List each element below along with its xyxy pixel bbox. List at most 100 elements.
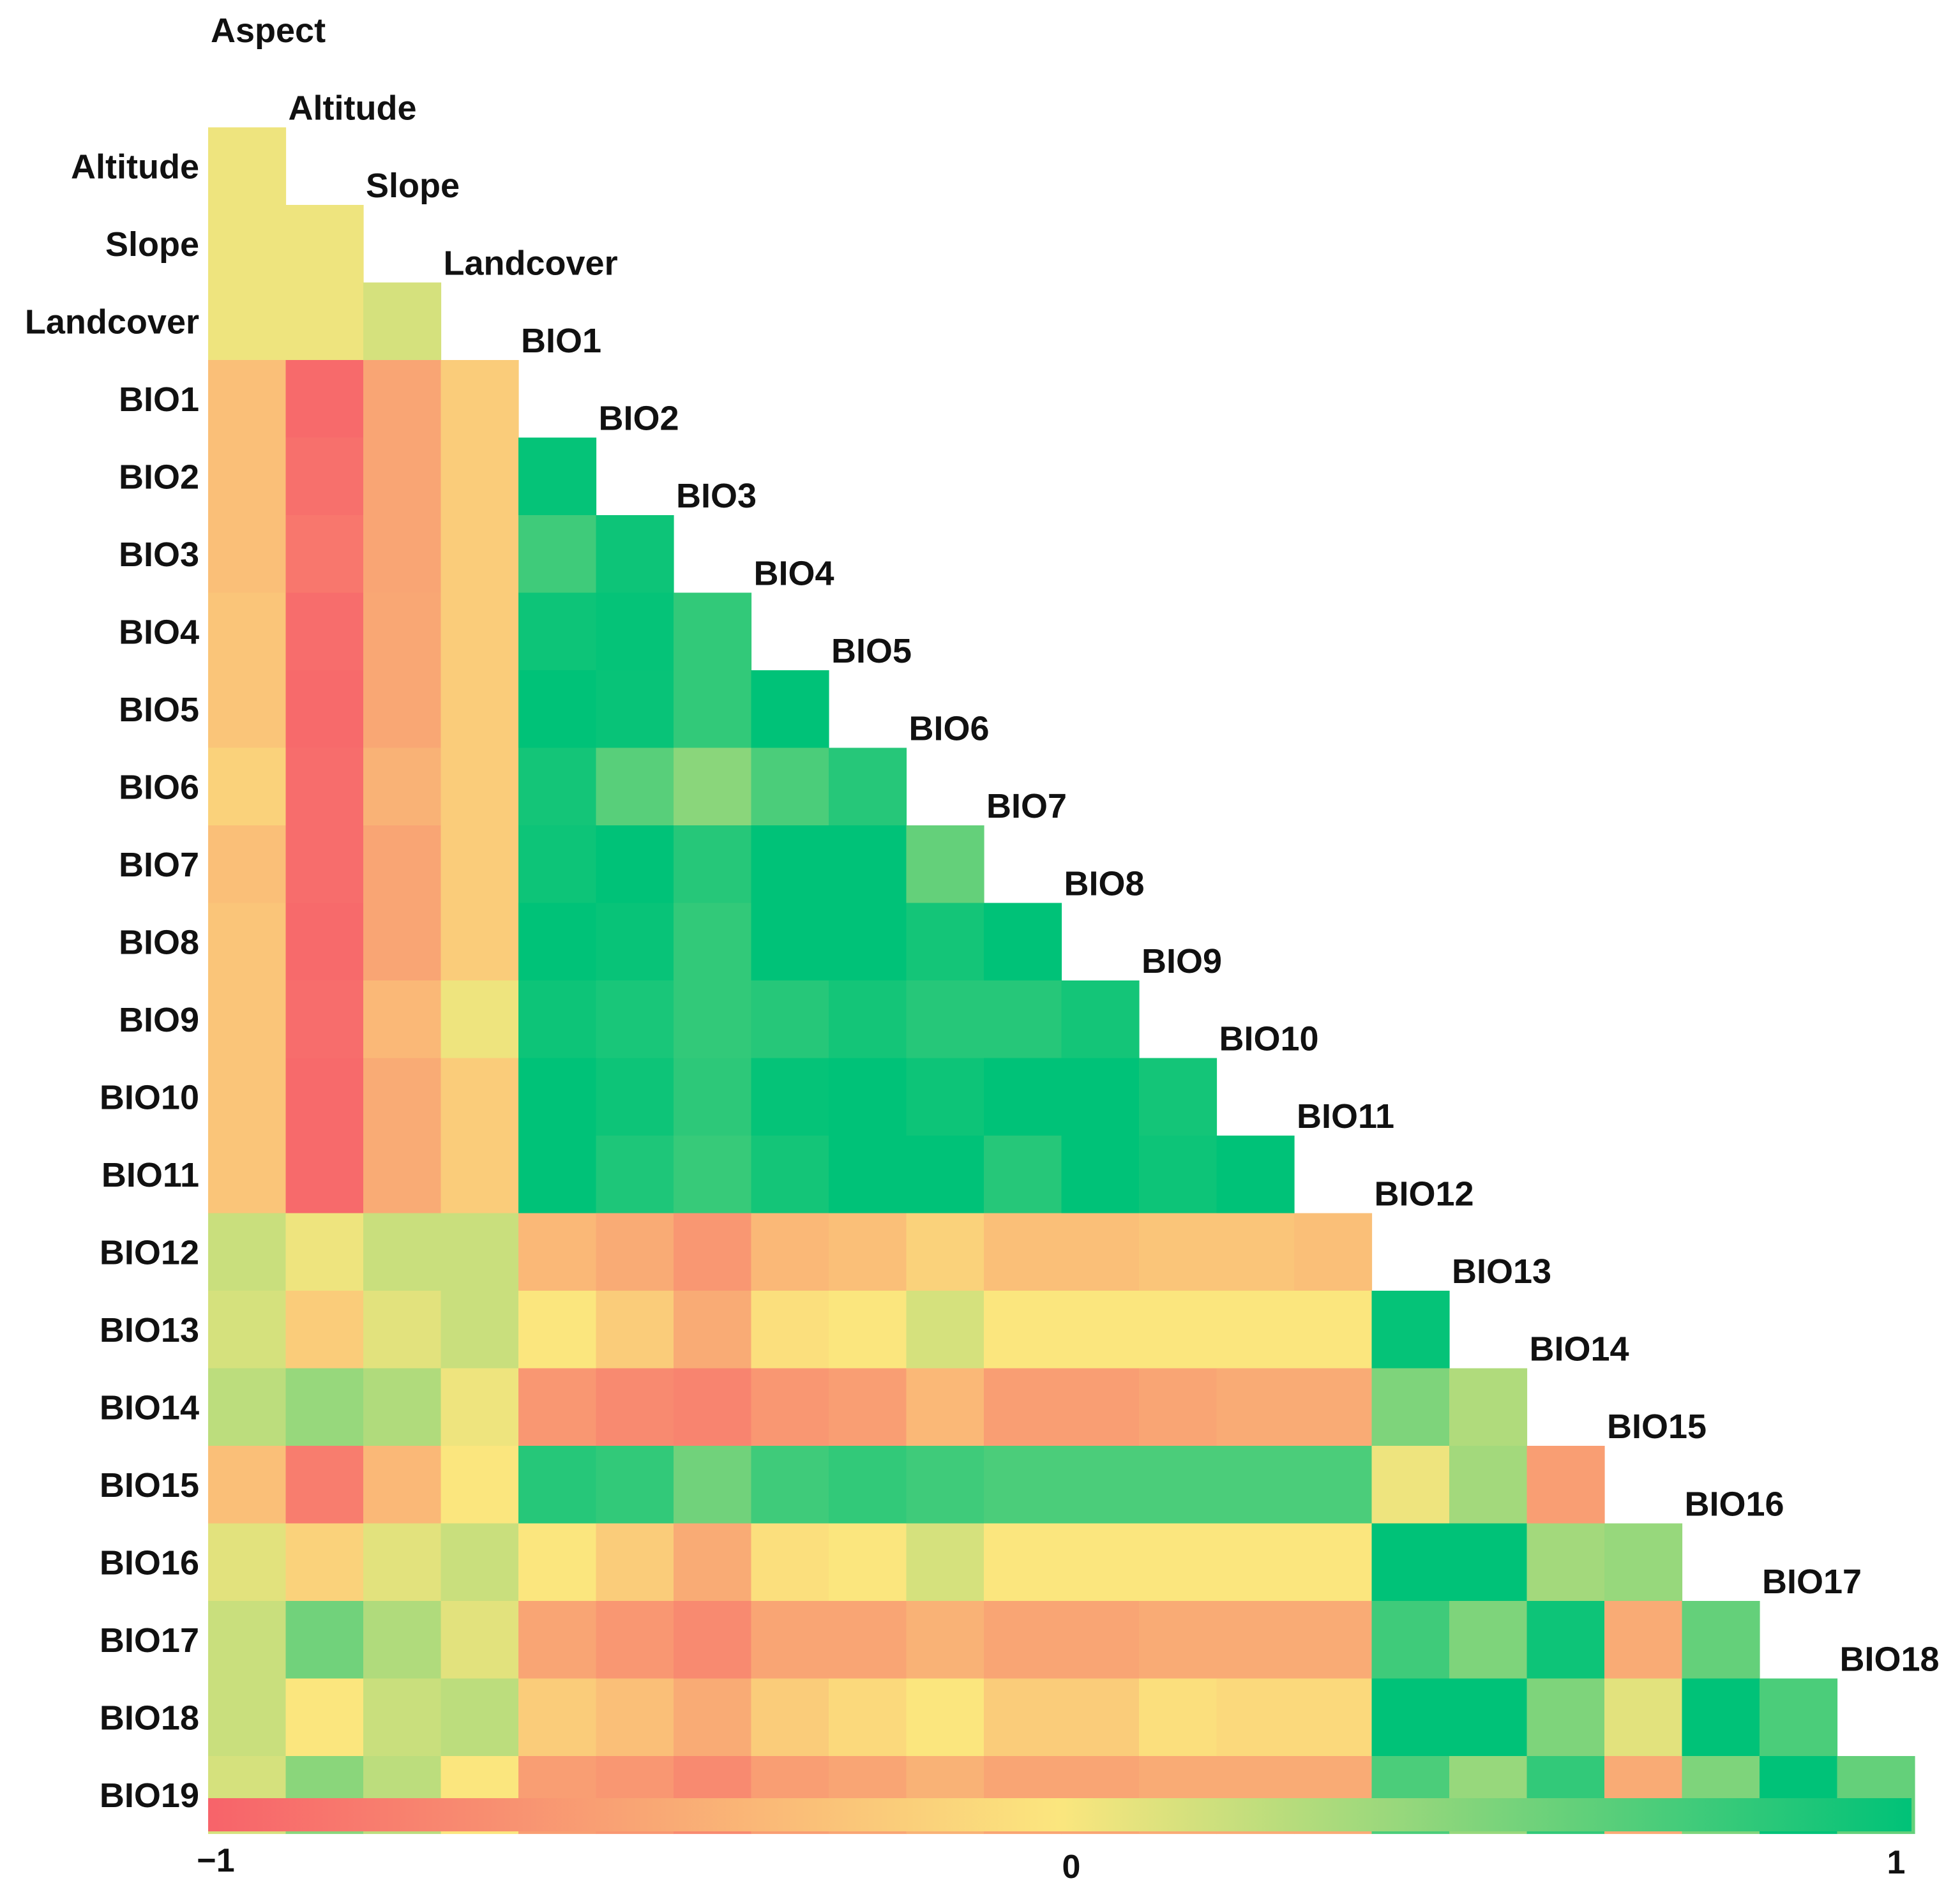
heatmap-cell-bio7-aspect [208, 825, 287, 904]
heatmap-cell-bio18-bio5 [829, 1678, 907, 1757]
diagonal-label-bio6: BIO6 [909, 710, 990, 748]
heatmap-cell-bio18-bio15 [1604, 1678, 1683, 1757]
heatmap-cell-bio15-aspect [208, 1446, 287, 1524]
diagonal-label-bio8: BIO8 [1064, 865, 1145, 903]
heatmap-cell-bio15-bio3 [674, 1446, 752, 1524]
heatmap-cell-bio10-bio7 [984, 1058, 1062, 1136]
heatmap-cell-bio12-bio11 [1294, 1213, 1373, 1291]
heatmap-cell-bio15-bio12 [1371, 1446, 1450, 1524]
heatmap-cell-bio13-bio6 [906, 1291, 984, 1369]
row-label-bio16: BIO16 [100, 1543, 199, 1582]
heatmap-cell-bio4-aspect [208, 592, 287, 671]
row-label-landcover: Landcover [25, 303, 199, 341]
heatmap-cell-bio3-bio1 [518, 515, 597, 594]
heatmap-cell-landcover-slope [363, 282, 442, 361]
heatmap-cell-bio1-aspect [208, 360, 287, 439]
colorbar-gradient [208, 1798, 1911, 1831]
heatmap-cell-bio5-altitude [285, 670, 364, 749]
row-label-bio4: BIO4 [119, 613, 199, 651]
heatmap-cell-bio18-landcover [441, 1678, 519, 1757]
heatmap-cell-bio13-bio11 [1294, 1291, 1373, 1369]
row-label-bio13: BIO13 [100, 1311, 199, 1349]
heatmap-cell-bio15-bio1 [518, 1446, 597, 1524]
heatmap-cell-bio2-slope [363, 437, 442, 516]
heatmap-cell-bio8-bio4 [751, 903, 829, 981]
colorbar-tick-min: −1 [197, 1842, 234, 1879]
heatmap-cell-bio11-bio9 [1139, 1136, 1217, 1214]
diagonal-label-bio15: BIO15 [1607, 1408, 1707, 1446]
heatmap-cell-bio7-bio1 [518, 825, 597, 904]
heatmap-cell-bio13-bio8 [1061, 1291, 1140, 1369]
heatmap-cell-bio15-bio9 [1139, 1446, 1217, 1524]
heatmap-cell-bio15-bio2 [596, 1446, 674, 1524]
heatmap-cell-bio16-bio4 [751, 1523, 829, 1602]
heatmap-cell-bio11-aspect [208, 1136, 287, 1214]
heatmap-cell-bio14-bio9 [1139, 1368, 1217, 1446]
heatmap-cell-bio18-bio6 [906, 1678, 984, 1757]
diagonal-label-bio5: BIO5 [831, 632, 912, 670]
heatmap-cell-bio5-bio1 [518, 670, 597, 749]
heatmap-cell-bio9-bio6 [906, 980, 984, 1059]
heatmap-cell-bio2-landcover [441, 437, 519, 516]
heatmap-cell-bio17-bio15 [1604, 1601, 1683, 1679]
row-label-bio12: BIO12 [100, 1233, 199, 1272]
heatmap-cell-bio10-bio4 [751, 1058, 829, 1136]
heatmap-cell-bio12-bio7 [984, 1213, 1062, 1291]
heatmap-cell-bio16-bio7 [984, 1523, 1062, 1602]
heatmap-cell-bio8-bio2 [596, 903, 674, 981]
heatmap-cell-bio14-bio1 [518, 1368, 597, 1446]
heatmap-cell-bio11-bio5 [829, 1136, 907, 1214]
heatmap-cell-bio14-bio3 [674, 1368, 752, 1446]
row-label-bio1: BIO1 [119, 380, 199, 419]
diagonal-label-altitude: Altitude [289, 89, 417, 128]
heatmap-cell-bio17-bio3 [674, 1601, 752, 1679]
heatmap-cell-bio11-bio7 [984, 1136, 1062, 1214]
diagonal-label-bio11: BIO11 [1297, 1097, 1394, 1136]
heatmap-cell-bio5-slope [363, 670, 442, 749]
heatmap-cell-bio6-bio2 [596, 747, 674, 826]
heatmap-cell-bio17-landcover [441, 1601, 519, 1679]
heatmap-cell-bio10-bio3 [674, 1058, 752, 1136]
heatmap-cell-bio18-bio12 [1371, 1678, 1450, 1757]
heatmap-cell-bio12-bio8 [1061, 1213, 1140, 1291]
heatmap-cell-bio14-bio4 [751, 1368, 829, 1446]
heatmap-cell-bio15-bio4 [751, 1446, 829, 1524]
heatmap-cell-bio9-bio1 [518, 980, 597, 1059]
heatmap-cell-bio5-landcover [441, 670, 519, 749]
heatmap-cell-bio8-bio1 [518, 903, 597, 981]
heatmap-cell-bio6-landcover [441, 747, 519, 826]
heatmap-cell-bio6-aspect [208, 747, 287, 826]
heatmap-cell-bio5-bio3 [674, 670, 752, 749]
heatmap-cell-bio9-aspect [208, 980, 287, 1059]
heatmap-cell-bio17-bio9 [1139, 1601, 1217, 1679]
heatmap-cell-bio13-bio3 [674, 1291, 752, 1369]
heatmap-cell-bio13-bio9 [1139, 1291, 1217, 1369]
heatmap-cell-bio10-landcover [441, 1058, 519, 1136]
heatmap-cell-bio17-slope [363, 1601, 442, 1679]
heatmap-cell-bio18-bio14 [1527, 1678, 1605, 1757]
heatmap-cell-bio16-slope [363, 1523, 442, 1602]
heatmap-cell-bio4-bio2 [596, 592, 674, 671]
heatmap-cell-bio18-bio4 [751, 1678, 829, 1757]
heatmap-cell-bio17-aspect [208, 1601, 287, 1679]
heatmap-cell-bio18-bio10 [1216, 1678, 1295, 1757]
heatmap-cell-bio14-bio6 [906, 1368, 984, 1446]
diagonal-labels: Aspect Altitude Slope Landcover BIO1 BIO2 BIO3… [211, 11, 1940, 1679]
diagonal-label-bio2: BIO2 [599, 400, 679, 438]
heatmap-cell-bio17-bio4 [751, 1601, 829, 1679]
row-labels: Altitude Slope Landcover BIO1 BIO2 BIO3 BIO4 BI… [25, 147, 199, 1815]
heatmap-cell-bio10-bio5 [829, 1058, 907, 1136]
heatmap-cell-bio5-aspect [208, 670, 287, 749]
heatmap-cell-bio7-slope [363, 825, 442, 904]
heatmap-cell-bio18-bio2 [596, 1678, 674, 1757]
colorbar: −1 0 1 [197, 1798, 1911, 1886]
heatmap-cell-bio5-bio4 [751, 670, 829, 749]
heatmap-cell-altitude-aspect [208, 127, 287, 206]
heatmap-cell-bio17-altitude [285, 1601, 364, 1679]
heatmap-cell-bio11-landcover [441, 1136, 519, 1214]
heatmap-cell-bio12-altitude [285, 1213, 364, 1291]
heatmap-cell-bio18-altitude [285, 1678, 364, 1757]
colorbar-tick-zero: 0 [1062, 1849, 1081, 1886]
heatmap-cell-bio11-bio1 [518, 1136, 597, 1214]
